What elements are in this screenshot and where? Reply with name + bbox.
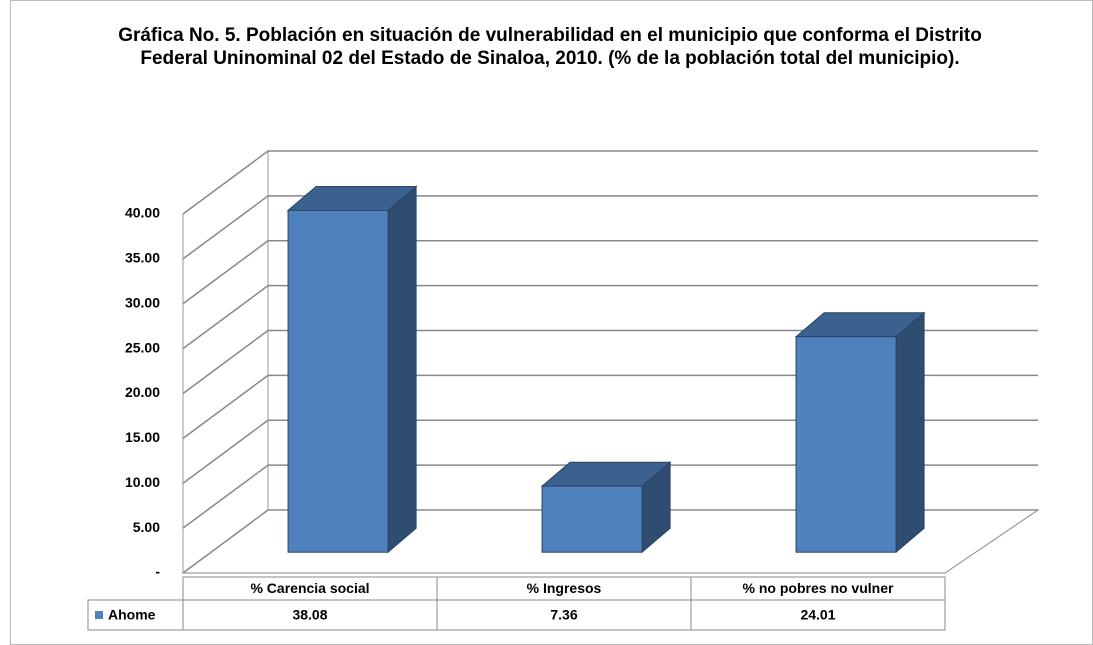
y-tick-label: 5.00 — [133, 519, 160, 535]
table-value: 24.01 — [800, 607, 835, 623]
bar-side — [895, 311, 925, 554]
bar — [541, 485, 643, 553]
grid-line — [182, 464, 1038, 529]
table-legend-cell — [87, 599, 184, 631]
y-tick-label: 20.00 — [125, 384, 160, 400]
table-cell — [690, 576, 946, 601]
table-value: 38.08 — [292, 607, 327, 623]
table-value: 7.36 — [550, 607, 577, 623]
x-tick-label: % no pobres no vulner — [743, 580, 894, 596]
x-tick-label: % Carencia social — [250, 580, 369, 596]
grid-line — [182, 150, 1038, 215]
grid-line — [182, 374, 1038, 439]
chart-title: Gráfica No. 5. Población en situación de… — [118, 25, 982, 69]
x-tick-label: % Ingresos — [527, 580, 602, 596]
y-tick-label: 25.00 — [125, 339, 160, 355]
y-tick-label: 40.00 — [125, 205, 160, 221]
y-tick-label: 35.00 — [125, 250, 160, 266]
y-tick-label: - — [155, 564, 160, 580]
bar — [795, 336, 897, 553]
y-tick-label: 15.00 — [125, 429, 160, 445]
grid-line — [182, 195, 1038, 260]
grid-line — [182, 284, 1038, 350]
legend-label: Ahome — [108, 607, 156, 623]
y-tick-label: 10.00 — [125, 474, 160, 490]
grid-line — [182, 419, 1038, 484]
grid-line — [182, 240, 1038, 305]
legend-swatch — [95, 611, 103, 619]
grid-line — [182, 329, 1038, 395]
bar-side — [387, 185, 417, 554]
y-tick-label: 30.00 — [125, 294, 160, 310]
grid-line — [182, 509, 1038, 574]
bar — [287, 209, 389, 553]
